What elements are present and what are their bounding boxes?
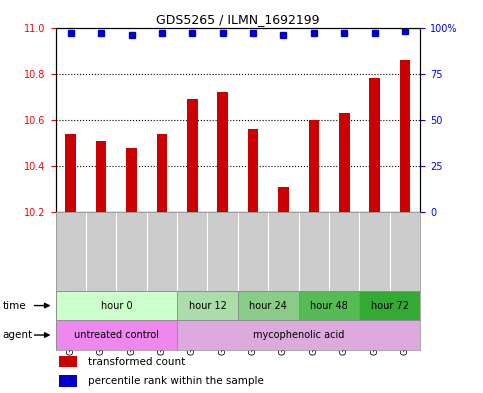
Text: hour 0: hour 0: [100, 301, 132, 310]
Text: mycophenolic acid: mycophenolic acid: [253, 330, 344, 340]
Bar: [56, 291, 177, 320]
Bar: [278, 187, 289, 212]
Text: hour 12: hour 12: [188, 301, 227, 310]
Bar: [359, 291, 420, 320]
Bar: [65, 134, 76, 212]
Text: untreated control: untreated control: [74, 330, 159, 340]
Text: hour 72: hour 72: [371, 301, 409, 310]
Bar: [309, 120, 319, 212]
Bar: [59, 375, 77, 387]
Text: percentile rank within the sample: percentile rank within the sample: [88, 376, 264, 386]
Bar: [298, 291, 359, 320]
Text: time: time: [2, 301, 26, 310]
Bar: [96, 141, 106, 212]
Bar: [126, 147, 137, 212]
Bar: [177, 291, 238, 320]
Bar: [187, 99, 198, 212]
Text: agent: agent: [2, 330, 32, 340]
Bar: [369, 78, 380, 212]
Bar: [339, 113, 350, 212]
Bar: [238, 291, 298, 320]
Bar: [156, 134, 167, 212]
Text: hour 48: hour 48: [310, 301, 348, 310]
Bar: [177, 320, 420, 350]
Bar: [248, 129, 258, 212]
Bar: [59, 356, 77, 367]
Text: hour 24: hour 24: [249, 301, 287, 310]
Text: transformed count: transformed count: [88, 356, 185, 367]
Bar: [56, 320, 177, 350]
Title: GDS5265 / ILMN_1692199: GDS5265 / ILMN_1692199: [156, 13, 320, 26]
Bar: [217, 92, 228, 212]
Bar: [400, 60, 411, 212]
